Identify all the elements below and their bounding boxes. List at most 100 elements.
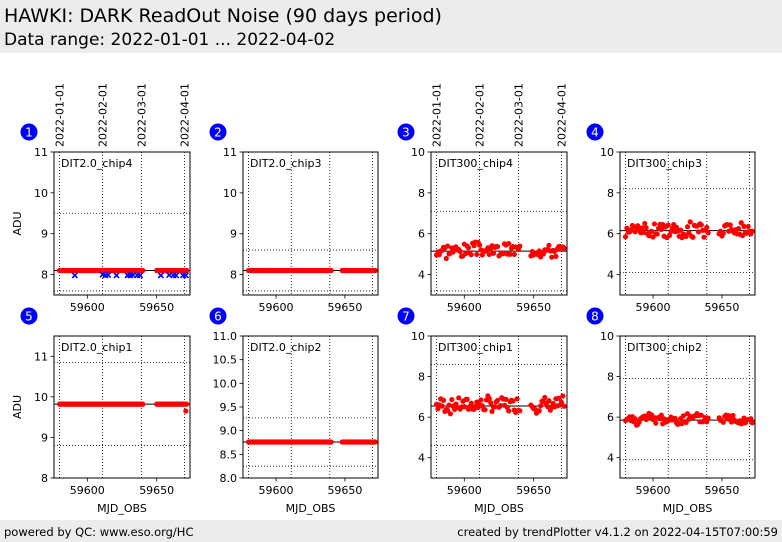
data-point (468, 252, 474, 258)
y-tick-label: 9.0 (220, 425, 238, 438)
data-point (749, 420, 755, 426)
panel-label: DIT300_chip3 (627, 157, 702, 170)
data-point (182, 272, 190, 279)
data-point (720, 419, 726, 425)
y-tick-label: 10 (34, 391, 48, 404)
data-point (328, 439, 334, 445)
y-tick-label: 9 (41, 228, 48, 241)
y-tick-label: 10.5 (213, 354, 238, 367)
data-point (489, 408, 495, 414)
data-point (695, 229, 702, 235)
panel-label: DIT2.0_chip4 (61, 157, 132, 170)
data-point (658, 226, 664, 233)
panel-badge (397, 307, 415, 325)
chart-panel-5: 8 9 10 11 59600 59650 DIT2.0_chip1 5 ADU MJD_OBS (11, 307, 191, 515)
x-tick-label: 59600 (636, 484, 671, 497)
data-point (446, 402, 452, 408)
plot-frame (53, 335, 191, 479)
data-point (730, 412, 736, 419)
y-tick-label: 8 (418, 371, 425, 384)
data-point (482, 407, 488, 413)
panel-label: DIT2.0_chip1 (61, 341, 132, 354)
panel-label: DIT2.0_chip2 (250, 341, 321, 354)
y-tick-label: 11.0 (213, 330, 238, 343)
y-tick-label: 10 (411, 330, 425, 343)
data-point (488, 400, 494, 406)
data-point (104, 271, 112, 279)
data-point (172, 272, 180, 279)
data-point (440, 397, 447, 403)
page-subtitle: Data range: 2022-01-01 ... 2022-04-02 (4, 30, 336, 50)
y-tick-label: 10 (34, 187, 48, 200)
data-point (461, 404, 467, 410)
x-tick-label: 59650 (327, 484, 362, 497)
x-axis-label: MJD_OBS (474, 502, 524, 515)
data-point (157, 272, 165, 279)
data-point (510, 398, 516, 404)
data-point (486, 395, 492, 402)
y-tick-label: 8 (41, 472, 48, 485)
chart-panel-3: 4 6 8 10 59600 59650 DIT300_chip4 3 2022-01-01 20… (397, 83, 568, 314)
data-point (486, 251, 492, 258)
y-tick-label: 4 (607, 269, 614, 282)
x-tick-label: 59650 (516, 484, 551, 497)
plot-frame (242, 335, 379, 479)
data-point (476, 242, 483, 248)
plot-frame (242, 151, 379, 296)
data-point (561, 245, 567, 251)
x-tick-label: 59600 (447, 484, 482, 497)
plot-frame (430, 335, 568, 479)
y-tick-label: 9 (41, 431, 48, 444)
data-point (704, 224, 710, 230)
x-axis-label: MJD_OBS (286, 502, 336, 515)
panel-badge-number: 5 (25, 310, 33, 324)
chart-panel-1: 8 9 10 11 59600 59650 DIT2.0_chip4 1 ADU 2022-01-… (11, 83, 191, 314)
data-point (517, 408, 523, 414)
data-point (71, 272, 78, 279)
data-point (690, 234, 696, 240)
chart-panel-7: 4 6 8 10 59600 59650 DIT300_chip1 7 MJD_OBS (397, 307, 568, 515)
chart-panel-2: 8 9 10 11 59600 59650 DIT2.0_chip3 2 (209, 123, 379, 314)
y-tick-label: 9 (230, 228, 237, 241)
x-tick-label: 59650 (139, 484, 174, 497)
panel-badge (586, 123, 604, 141)
panel-label: DIT300_chip2 (627, 341, 702, 354)
data-point (503, 396, 509, 402)
data-point (643, 225, 649, 231)
x-tick-label: 59600 (259, 484, 294, 497)
data-point (720, 230, 726, 236)
data-point (672, 415, 678, 421)
panel-badge-number: 3 (402, 126, 410, 140)
panel-badge-number: 6 (214, 310, 222, 324)
plot-frame (430, 151, 568, 296)
data-point (735, 225, 742, 232)
y-tick-label: 4 (607, 452, 614, 465)
y-tick-label: 11 (34, 146, 48, 159)
y-tick-label: 4 (418, 269, 425, 282)
y-tick-label: 8 (607, 371, 614, 384)
data-point (445, 243, 451, 249)
footer-bar: powered by QC: www.eso.org/HC created by… (0, 520, 782, 542)
data-point (727, 222, 733, 228)
date-label: 2022-04-01 (178, 83, 191, 147)
data-point (457, 248, 463, 255)
y-tick-label: 9.5 (220, 401, 238, 414)
data-point (456, 395, 462, 401)
panel-badge-number: 8 (591, 310, 599, 324)
data-point (517, 243, 523, 249)
data-point (506, 240, 512, 247)
x-tick-label: 59600 (447, 301, 482, 314)
date-label: 2022-04-01 (555, 83, 568, 147)
footer-credit: powered by QC: www.eso.org/HC (4, 525, 194, 539)
data-point (749, 228, 755, 234)
data-point (495, 243, 501, 250)
data-point (654, 231, 660, 237)
data-point (705, 415, 711, 421)
data-point (497, 403, 503, 409)
data-point (113, 272, 120, 279)
data-point (726, 413, 732, 419)
x-tick-label: 59650 (704, 301, 739, 314)
data-point (560, 393, 566, 399)
